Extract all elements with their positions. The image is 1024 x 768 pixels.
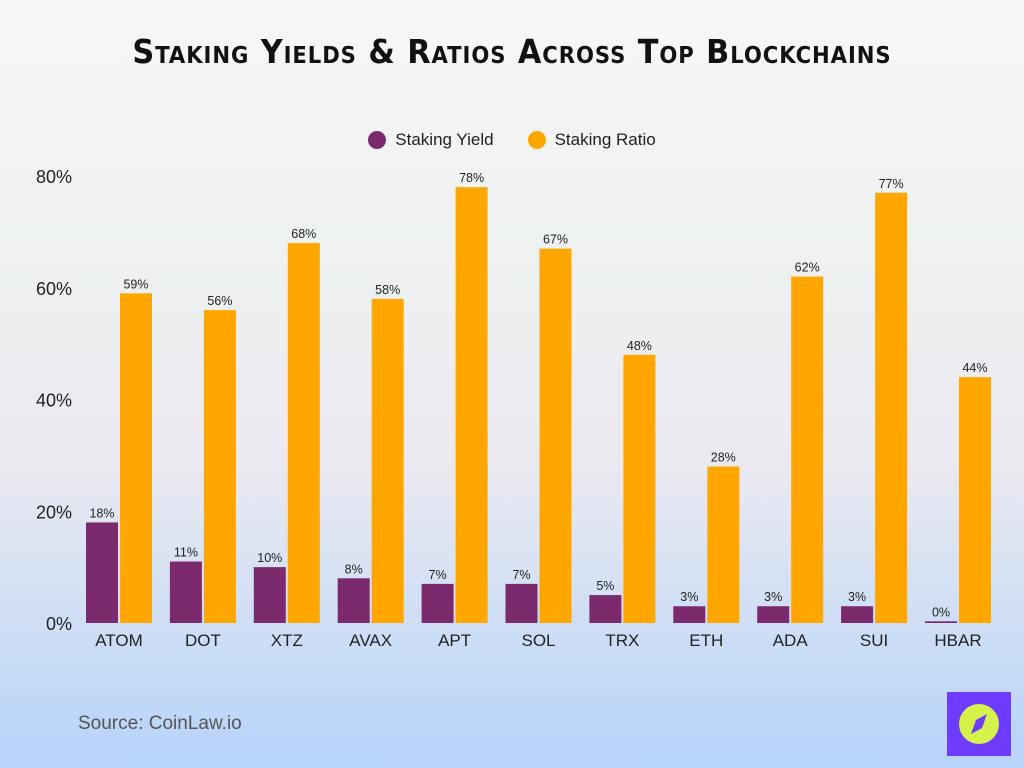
- legend-label-yield: Staking Yield: [395, 130, 494, 149]
- data-label: 0%: [932, 605, 950, 619]
- data-label: 56%: [207, 294, 232, 308]
- x-tick-label: HBAR: [934, 631, 981, 650]
- x-tick-label: SUI: [860, 631, 888, 650]
- x-tick-label: AVAX: [349, 631, 392, 650]
- bar-ratio: [707, 466, 740, 623]
- data-label: 5%: [596, 579, 614, 593]
- x-tick-label: XTZ: [271, 631, 303, 650]
- y-tick-label: 40%: [36, 391, 72, 411]
- bar-ratio: [287, 243, 320, 624]
- bar-yield: [337, 578, 370, 623]
- data-label: 77%: [879, 177, 904, 191]
- bar-ratio: [875, 192, 908, 623]
- y-tick-label: 20%: [36, 502, 72, 522]
- x-tick-label: ADA: [773, 631, 809, 650]
- y-tick-label: 0%: [46, 614, 72, 634]
- x-tick-label: ATOM: [95, 631, 143, 650]
- bar-ratio: [203, 310, 236, 623]
- data-label: 10%: [257, 551, 282, 565]
- x-tick-label: TRX: [605, 631, 639, 650]
- data-label: 48%: [627, 339, 652, 353]
- x-tick-label: APT: [438, 631, 471, 650]
- bar-yield: [169, 561, 202, 623]
- legend-item-ratio: Staking Ratio: [527, 130, 656, 150]
- bar-ratio: [623, 354, 656, 623]
- data-label: 8%: [345, 562, 363, 576]
- legend: Staking Yield Staking Ratio: [0, 130, 1024, 150]
- legend-swatch-yield: [368, 131, 387, 149]
- data-label: 68%: [291, 227, 316, 241]
- data-label: 28%: [711, 451, 736, 465]
- data-label: 3%: [848, 590, 866, 604]
- y-tick-label: 80%: [36, 167, 72, 187]
- chart-title: Staking Yields & Ratios Across Top Block…: [132, 32, 892, 71]
- data-label: 62%: [795, 261, 820, 275]
- x-tick-label: ETH: [689, 631, 723, 650]
- bar-yield: [253, 567, 286, 623]
- legend-item-yield: Staking Yield: [368, 130, 494, 150]
- data-label: 3%: [680, 590, 698, 604]
- bar-yield: [841, 606, 874, 623]
- data-label: 18%: [89, 506, 114, 520]
- bar-ratio: [120, 293, 152, 623]
- x-tick-label: DOT: [185, 631, 221, 650]
- legend-label-ratio: Staking Ratio: [554, 130, 656, 149]
- bar-yield: [925, 621, 957, 623]
- bar-ratio: [371, 298, 404, 623]
- legend-swatch-ratio: [527, 131, 546, 149]
- data-label: 59%: [123, 277, 148, 291]
- bar-ratio: [539, 248, 572, 623]
- data-label: 58%: [375, 283, 400, 297]
- data-label: 7%: [512, 568, 530, 582]
- source-text: Source: CoinLaw.io: [78, 713, 242, 734]
- data-label: 11%: [174, 546, 198, 560]
- y-tick-label: 60%: [36, 279, 72, 299]
- bar-yield: [421, 583, 454, 623]
- x-tick-label: SOL: [521, 631, 555, 650]
- data-label: 7%: [429, 568, 447, 582]
- data-label: 78%: [459, 171, 484, 185]
- bar-ratio: [791, 276, 824, 623]
- bar-yield: [505, 583, 538, 623]
- data-label: 67%: [543, 233, 568, 247]
- data-label: 44%: [962, 361, 987, 375]
- bar-yield: [757, 606, 790, 623]
- bar-yield: [86, 522, 118, 623]
- bar-ratio: [455, 187, 488, 624]
- logo-compass-icon: [947, 692, 1011, 756]
- bar-ratio: [959, 377, 991, 623]
- data-label: 3%: [764, 590, 782, 604]
- bar-yield: [673, 606, 706, 623]
- bar-yield: [589, 595, 622, 623]
